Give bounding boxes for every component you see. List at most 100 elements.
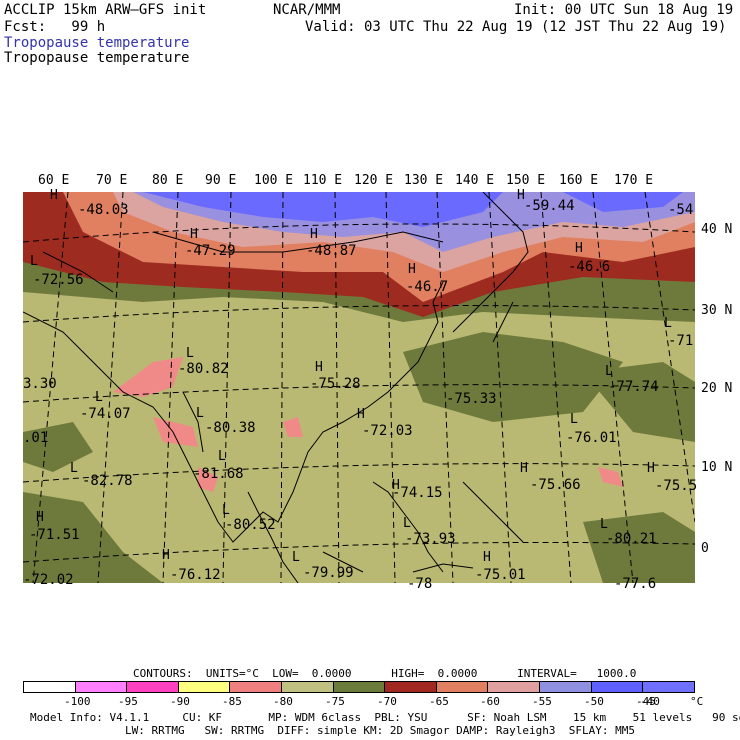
scale-label: -75 xyxy=(325,695,345,708)
color-scale-bar xyxy=(23,681,695,693)
center-letter: H xyxy=(408,262,416,277)
blue-region xyxy=(143,192,503,227)
scale-label: -60 xyxy=(480,695,500,708)
center-letter: H xyxy=(647,461,655,476)
center-value: -48.87 xyxy=(306,243,357,259)
valid-time: Valid: 03 UTC Thu 22 Aug 19 (12 JST Thu … xyxy=(305,19,727,35)
olive-region xyxy=(403,332,623,422)
cold-spot xyxy=(598,467,623,487)
center-letter: L xyxy=(186,346,194,361)
center-value: -75.5 xyxy=(655,478,698,494)
olive-region xyxy=(23,492,163,583)
center-value: -75.01 xyxy=(475,567,526,583)
model-title: ACCLIP 15km ARW–GFS init xyxy=(4,2,207,18)
center-value: -75.28 xyxy=(310,376,361,392)
center-value: -72.03 xyxy=(362,423,413,439)
center-letter: H xyxy=(50,188,58,203)
lat-label: 20 N xyxy=(701,381,733,396)
scale-label: -85 xyxy=(222,695,242,708)
center-value: -46.7 xyxy=(406,279,449,295)
center-letter: H xyxy=(392,478,400,493)
color-swatch xyxy=(178,682,231,692)
lon-label: 110 E xyxy=(303,173,343,188)
color-swatch xyxy=(127,682,179,692)
scale-label: -45 xyxy=(636,695,656,708)
lon-label: 60 E xyxy=(38,173,70,188)
scale-label: -80 xyxy=(273,695,293,708)
center-letter: H xyxy=(483,550,491,565)
center-letter: L xyxy=(605,364,613,379)
center-value: -78 xyxy=(407,576,433,592)
cold-spot xyxy=(153,417,198,447)
center-value: -75.66 xyxy=(530,477,581,493)
center-value: -74.07 xyxy=(80,406,131,422)
center-value: -80.21 xyxy=(606,531,657,547)
scale-label: -90 xyxy=(170,695,190,708)
color-swatch xyxy=(540,682,592,692)
model-info-line-1: Model Info: V4.1.1 CU: KF MP: WDM 6class… xyxy=(30,711,740,724)
color-swatch xyxy=(24,682,76,692)
center-label: NCAR/MMM xyxy=(273,2,341,18)
lon-label: 120 E xyxy=(354,173,394,188)
lon-label: 100 E xyxy=(254,173,294,188)
center-value: -79.99 xyxy=(303,565,354,581)
center-value: -75.33 xyxy=(446,391,497,407)
center-value: -72.56 xyxy=(33,272,84,288)
center-value: 3.30 xyxy=(23,376,57,392)
field-title-contour: Tropopause temperature xyxy=(4,50,190,66)
scale-label: -70 xyxy=(377,695,397,708)
color-swatch xyxy=(488,682,541,692)
color-swatch xyxy=(436,682,489,692)
center-value: -46.6 xyxy=(568,259,611,275)
center-letter: H xyxy=(190,227,198,242)
center-letter: L xyxy=(218,449,226,464)
center-value: -80.82 xyxy=(178,361,229,377)
center-letter: H xyxy=(517,188,525,203)
center-value: -74.15 xyxy=(392,485,443,501)
lon-label: 160 E xyxy=(559,173,599,188)
center-value: -77.74 xyxy=(608,379,659,395)
center-letter: L xyxy=(292,550,300,565)
lat-label: 40 N xyxy=(701,222,733,237)
center-value: -47.29 xyxy=(185,243,236,259)
center-value: -80.52 xyxy=(225,517,276,533)
scale-label: -65 xyxy=(429,695,449,708)
blue-region xyxy=(563,192,683,212)
center-letter: H xyxy=(36,510,44,525)
center-letter: L xyxy=(70,461,78,476)
color-swatch xyxy=(591,682,644,692)
center-value: .01 xyxy=(23,430,49,446)
center-value: -76.12 xyxy=(170,567,221,583)
center-letter: L xyxy=(95,390,103,405)
scale-label: -50 xyxy=(584,695,604,708)
cold-spot xyxy=(198,467,218,492)
scale-label: -100 xyxy=(64,695,91,708)
center-letter: L xyxy=(664,316,672,331)
center-value: -73.93 xyxy=(405,531,456,547)
olive-region xyxy=(23,422,93,472)
scale-label: -95 xyxy=(118,695,138,708)
center-letter: H xyxy=(315,360,323,375)
center-letter: H xyxy=(575,241,583,256)
lat-label: 30 N xyxy=(701,303,733,318)
lat-label: 10 N xyxy=(701,460,733,475)
scale-label: -40 xyxy=(640,695,660,708)
scale-label: -55 xyxy=(532,695,552,708)
field-title-shaded: Tropopause temperature xyxy=(4,35,190,51)
center-letter: L xyxy=(403,516,411,531)
olive-region xyxy=(583,512,695,583)
center-value: -71 xyxy=(668,333,694,349)
center-letter: L xyxy=(570,412,578,427)
color-swatch xyxy=(643,682,694,692)
center-letter: L xyxy=(196,406,204,421)
center-value: -48.03 xyxy=(78,202,129,218)
lon-label: 90 E xyxy=(205,173,237,188)
cold-spot xyxy=(283,417,303,437)
center-value: -81.68 xyxy=(193,466,244,482)
init-time: Init: 00 UTC Sun 18 Aug 19 xyxy=(514,2,734,18)
lon-label: 80 E xyxy=(152,173,184,188)
center-value: -72.02 xyxy=(23,572,74,588)
lon-label: 140 E xyxy=(455,173,495,188)
color-swatch xyxy=(75,682,128,692)
map-canvas xyxy=(23,192,695,583)
